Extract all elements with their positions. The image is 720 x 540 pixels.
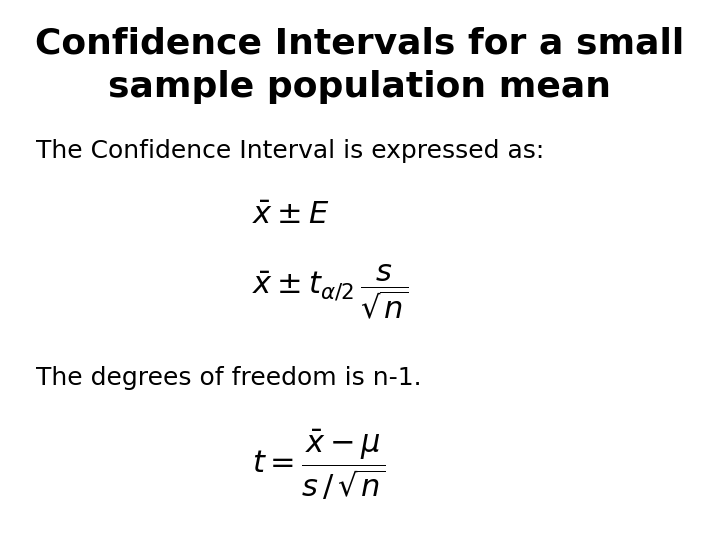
Text: The Confidence Interval is expressed as:: The Confidence Interval is expressed as: [36,139,544,163]
Text: $\bar{x} \pm E$: $\bar{x} \pm E$ [252,201,330,231]
Text: The degrees of freedom is n-1.: The degrees of freedom is n-1. [36,366,422,390]
Text: Confidence Intervals for a small: Confidence Intervals for a small [35,27,685,61]
Text: sample population mean: sample population mean [109,70,611,104]
Text: $\bar{x} \pm t_{\alpha/2}\,\dfrac{s}{\sqrt{n}}$: $\bar{x} \pm t_{\alpha/2}\,\dfrac{s}{\sq… [252,262,408,321]
Text: $t = \dfrac{\bar{x} - \mu}{s\,/\,\sqrt{n}}$: $t = \dfrac{\bar{x} - \mu}{s\,/\,\sqrt{n… [252,427,386,502]
